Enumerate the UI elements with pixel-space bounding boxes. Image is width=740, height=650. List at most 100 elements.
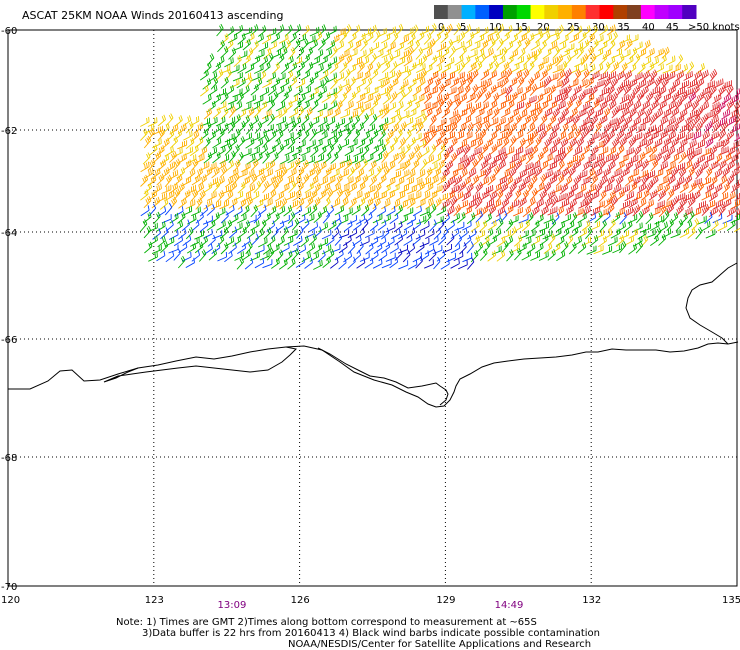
wind-barb <box>164 146 174 157</box>
wind-barb <box>368 236 379 247</box>
wind-barb <box>726 146 736 157</box>
wind-barb <box>441 124 452 135</box>
wind-barb <box>573 207 584 218</box>
wind-barb <box>402 159 411 171</box>
wind-barb <box>403 207 414 217</box>
wind-barb <box>206 191 217 201</box>
wind-barb <box>271 138 281 150</box>
wind-barb <box>419 221 430 232</box>
wind-barb <box>581 175 591 186</box>
wind-barb <box>249 147 260 156</box>
wind-barb <box>411 24 419 37</box>
wind-barb <box>411 117 422 128</box>
wind-barb <box>181 219 190 232</box>
wind-barb <box>606 24 616 36</box>
wind-barb <box>293 235 303 246</box>
wind-barb <box>147 190 158 201</box>
wind-barb <box>376 206 387 217</box>
wind-barb <box>514 130 524 141</box>
wind-barb <box>453 114 462 127</box>
wind-barb <box>257 130 268 141</box>
wind-barb <box>479 101 489 112</box>
wind-barb <box>419 206 430 217</box>
wind-barb <box>160 227 169 240</box>
wind-barb <box>424 154 435 165</box>
x-tick-label: 129 <box>436 595 455 606</box>
wind-barb <box>304 182 314 193</box>
wind-barb <box>670 137 679 149</box>
wind-barb <box>246 154 256 165</box>
wind-barb <box>185 121 194 134</box>
wind-barb <box>216 235 225 248</box>
wind-barb <box>437 71 447 82</box>
wind-barb <box>704 121 713 133</box>
wind-barb <box>556 24 564 38</box>
wind-barb <box>364 168 375 180</box>
wind-barb <box>636 79 647 90</box>
wind-barb <box>339 49 350 59</box>
wind-barb <box>343 116 353 128</box>
wind-barb <box>206 204 215 216</box>
wind-barb <box>543 242 553 254</box>
wind-barb <box>433 215 444 225</box>
wind-barb <box>308 221 319 233</box>
wind-barb <box>334 233 343 246</box>
wind-barb <box>644 107 653 120</box>
wind-barb <box>709 160 719 171</box>
wind-barb <box>578 79 588 89</box>
wind-barb <box>335 188 344 201</box>
wind-barb <box>195 182 205 194</box>
wind-barb <box>258 174 267 187</box>
wind-barb <box>242 132 252 142</box>
wind-barb <box>259 144 268 156</box>
wind-barb <box>254 167 265 178</box>
wind-barb <box>237 243 247 254</box>
wind-barb <box>191 219 200 232</box>
wind-barb <box>233 55 242 68</box>
wind-barb <box>457 61 466 74</box>
wind-barb <box>343 176 354 187</box>
wind-barb <box>352 115 361 128</box>
wind-barb <box>168 244 179 254</box>
wind-barb <box>658 176 669 186</box>
wind-barb <box>602 48 612 60</box>
wind-barb <box>432 167 442 179</box>
wind-barb <box>522 84 532 96</box>
wind-barb <box>543 181 552 194</box>
wind-barb <box>237 33 246 45</box>
wind-barb <box>734 192 740 201</box>
wind-barb <box>644 199 654 210</box>
wind-barb <box>352 57 363 67</box>
wind-barb <box>480 189 490 201</box>
wind-barb <box>496 38 504 51</box>
wind-barb <box>301 218 310 231</box>
wind-barb <box>377 174 387 186</box>
wind-barb <box>561 76 570 88</box>
wind-barb <box>347 241 356 255</box>
wind-barb <box>433 94 443 105</box>
wind-barb <box>292 24 302 36</box>
wind-barb <box>564 144 573 157</box>
wind-barb <box>700 147 711 157</box>
wind-barb <box>404 129 412 143</box>
wind-barb <box>398 90 406 104</box>
wind-barb <box>560 241 569 254</box>
wind-barb <box>394 69 402 83</box>
wind-barb <box>586 153 596 164</box>
wind-barb <box>416 169 426 180</box>
legend-swatch <box>434 5 449 19</box>
legend-label: 40 <box>642 22 655 33</box>
wind-barb <box>224 236 235 247</box>
wind-barb <box>412 39 420 53</box>
wind-barb <box>650 175 659 188</box>
wind-barb <box>314 64 324 75</box>
wind-barb <box>483 166 492 179</box>
wind-barb <box>463 84 471 97</box>
wind-barb <box>716 100 726 113</box>
wind-barb <box>550 33 560 44</box>
wind-barb <box>581 53 589 66</box>
wind-barb <box>228 242 237 255</box>
wind-barb <box>309 251 320 262</box>
wind-barb <box>232 235 242 247</box>
